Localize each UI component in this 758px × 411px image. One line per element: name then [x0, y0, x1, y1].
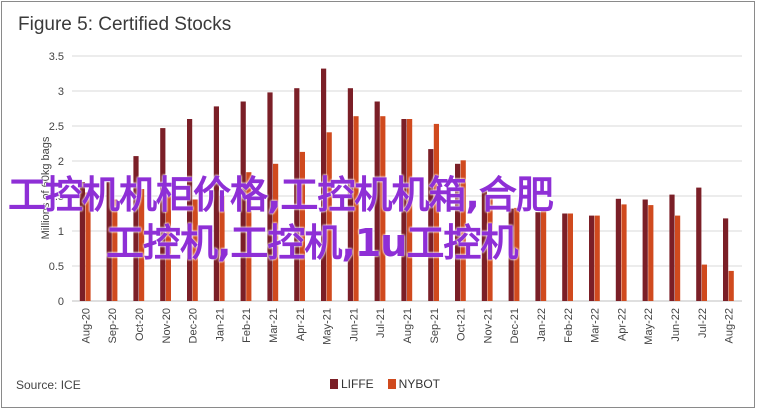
bar-nybot	[85, 192, 91, 301]
bar-nybot	[112, 199, 118, 301]
bar-liffe	[106, 182, 112, 301]
x-tick-label: May-22	[643, 308, 655, 345]
bar-liffe	[615, 198, 621, 301]
bar-liffe	[133, 156, 139, 301]
bar-nybot	[675, 215, 681, 301]
legend-swatch-liffe	[330, 379, 338, 389]
bar-liffe	[589, 215, 595, 301]
x-tick-label: Dec-20	[188, 308, 200, 343]
x-tick-label: Apr-21	[295, 308, 307, 341]
x-tick-label: Aug-22	[724, 308, 736, 343]
bar-nybot	[326, 132, 332, 301]
x-tick-label: Oct-20	[134, 308, 146, 341]
bar-liffe	[267, 92, 273, 302]
bar-nybot	[139, 189, 145, 301]
legend-item-liffe: LIFFE	[330, 377, 374, 391]
bar-nybot	[219, 196, 225, 301]
y-tick-label: 3.5	[49, 51, 64, 63]
x-tick-label: Nov-21	[482, 308, 494, 343]
bar-nybot	[407, 119, 413, 301]
x-tick-label: Jan-22	[536, 308, 548, 342]
y-axis-label: Millions of 60kg bags	[40, 136, 52, 239]
x-tick-label: Aug-21	[402, 308, 414, 343]
x-tick-label: Feb-21	[241, 308, 253, 343]
x-tick-label: Jun-22	[670, 308, 682, 342]
x-tick-label: Apr-22	[616, 308, 628, 341]
y-tick-label: 2	[58, 156, 64, 168]
x-tick-label: Nov-20	[161, 308, 173, 343]
x-tick-label: Dec-21	[509, 308, 521, 343]
x-tick-label: Jul-22	[697, 308, 709, 338]
bar-liffe	[294, 88, 300, 301]
bar-liffe	[240, 101, 246, 301]
bar-liffe	[642, 199, 648, 301]
bar-nybot	[541, 210, 547, 301]
bar-liffe	[508, 208, 514, 301]
legend-label-nybot: NYBOT	[398, 377, 441, 391]
y-tick-label: 3	[58, 86, 64, 98]
bar-nybot	[165, 191, 171, 301]
bar-liffe	[321, 68, 327, 301]
bar-liffe	[187, 119, 193, 301]
bar-nybot	[648, 205, 654, 301]
bar-nybot	[621, 204, 627, 301]
bar-nybot	[514, 207, 520, 301]
x-tick-label: Sep-21	[429, 308, 441, 343]
bar-liffe	[213, 106, 219, 302]
bar-nybot	[460, 160, 466, 301]
bar-liffe	[428, 149, 434, 301]
bar-liffe	[723, 218, 729, 301]
y-axis-ticks: 0 0.5 1 1.5 2 2.5 3 3.5	[49, 51, 64, 308]
x-tick-label: Mar-21	[268, 308, 280, 343]
x-tick-label: Mar-22	[590, 308, 602, 343]
legend-swatch-nybot	[387, 379, 396, 389]
legend-label-liffe: LIFFE	[341, 377, 374, 391]
x-axis-ticks: Aug-20 Sep-20 Oct-20 Nov-20 Dec-20 Jan-21 Feb-…	[80, 308, 735, 345]
legend-item-nybot: NYBOT	[387, 377, 441, 391]
bar-nybot	[433, 123, 439, 302]
bar-nybot	[594, 215, 600, 301]
y-tick-label: 0	[58, 296, 64, 308]
x-tick-label: May-21	[322, 308, 334, 345]
bar-liffe	[160, 128, 166, 301]
bar-nybot	[192, 199, 198, 301]
bar-liffe	[669, 194, 675, 301]
y-tick-label: 1.5	[49, 191, 64, 203]
legend: LIFFE NYBOT	[330, 377, 448, 391]
x-tick-label: Feb-22	[563, 308, 575, 343]
x-tick-label: Oct-21	[456, 308, 468, 341]
bar-nybot	[299, 151, 305, 301]
bar-nybot	[380, 116, 386, 301]
bar-nybot	[246, 172, 252, 301]
bar-liffe	[455, 163, 461, 301]
bar-nybot	[728, 270, 734, 301]
y-tick-label: 0.5	[49, 261, 64, 273]
bar-nybot	[567, 213, 573, 301]
bar-liffe	[562, 213, 568, 301]
bars	[79, 68, 734, 302]
y-tick-label: 2.5	[49, 121, 64, 133]
bar-liffe	[79, 182, 85, 301]
bar-liffe	[535, 212, 541, 301]
bar-liffe	[696, 187, 702, 301]
chart-title: Figure 5: Certified Stocks	[18, 14, 232, 35]
bar-nybot	[487, 196, 493, 301]
bar-nybot	[273, 163, 279, 301]
bar-liffe	[401, 119, 407, 301]
y-tick-label: 1	[58, 226, 64, 238]
x-tick-label: Jun-21	[348, 308, 360, 342]
x-tick-label: Jul-21	[375, 308, 387, 338]
source-note: Source: ICE	[16, 378, 81, 392]
x-tick-label: Sep-20	[107, 308, 119, 343]
x-tick-label: Aug-20	[80, 308, 92, 343]
bar-nybot	[701, 264, 707, 301]
bar-liffe	[374, 101, 380, 301]
bar-liffe	[481, 191, 487, 301]
bar-nybot	[353, 116, 359, 301]
x-tick-label: Jan-21	[214, 308, 226, 342]
bar-liffe	[347, 88, 353, 301]
